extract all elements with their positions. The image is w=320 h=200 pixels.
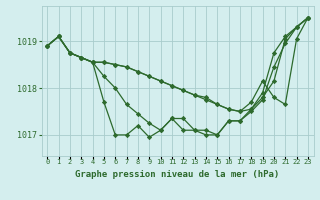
X-axis label: Graphe pression niveau de la mer (hPa): Graphe pression niveau de la mer (hPa) — [76, 170, 280, 179]
